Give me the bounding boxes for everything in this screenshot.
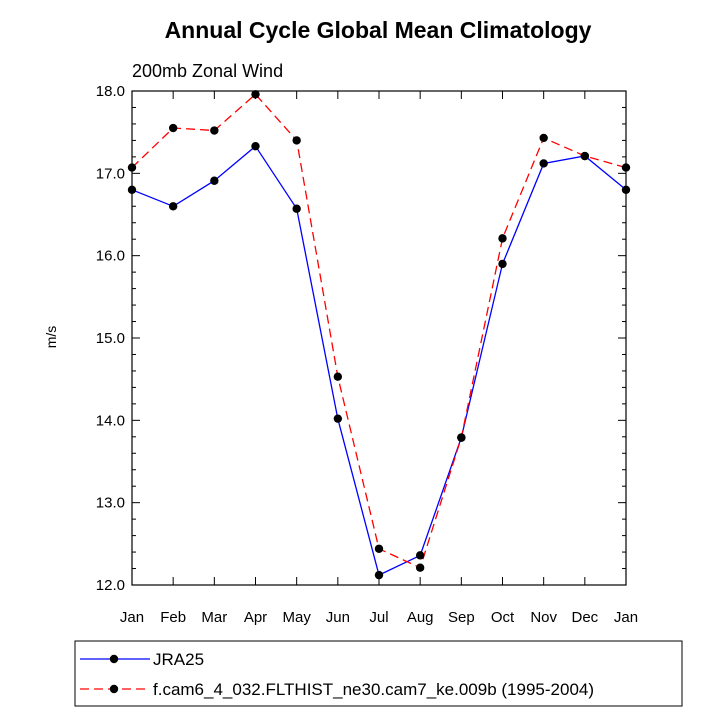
x-tick-label: Nov [530,609,557,626]
series-line-1 [131,93,627,569]
y-tick-label: 18.0 [96,83,125,100]
x-tick-label: Oct [491,609,515,626]
series-0-point [539,159,548,168]
legend-label-jra25: JRA25 [153,650,204,669]
x-tick-label: May [282,609,311,626]
legend-box [74,640,683,707]
chart-subtitle: 200mb Zonal Wind [132,61,283,81]
series-1-point [539,133,548,143]
y-tick-label: 12.0 [96,577,125,594]
series-1-point [127,163,137,172]
series-line-0 [131,145,627,577]
series-0-point [127,185,137,194]
series-0-point [168,202,178,211]
legend-entry-jra25: JRA25 [80,650,204,669]
series-0-point [498,259,507,269]
plot-frame [131,90,627,586]
y-tick-label: 13.0 [96,495,125,512]
legend-entry-cam: f.cam6_4_032.FLTHIST_ne30.cam7_ke.009b (… [80,680,594,699]
y-tick-label: 14.0 [96,412,125,429]
series-1-point [374,544,384,553]
series-0-point [621,185,631,194]
x-tick-label: Jun [326,609,350,626]
series-1-point [498,234,507,243]
legend-marker-jra25 [109,654,119,664]
x-tick-label: Jan [614,609,638,626]
x-tick-label: Jan [120,609,144,626]
series-1-point [457,433,466,442]
series-0-point [292,204,301,213]
series-0-point [251,141,260,151]
x-tick-label: Dec [571,609,598,626]
series-0-point [374,570,384,580]
x-tick-label: Jul [369,609,388,626]
x-tick-label: Sep [448,609,475,626]
series-1-point [415,563,425,572]
series-layer [127,90,631,580]
y-axis-label: m/s [43,326,59,349]
series-1-point [621,163,631,172]
y-tick-label: 16.0 [96,248,125,265]
series-0-point [333,414,343,423]
series-1-point [333,372,343,381]
x-tick-label: Apr [244,609,267,626]
series-1-point [210,126,219,135]
y-tick-label: 17.0 [96,165,125,182]
series-0-point [415,551,425,560]
series-1-point [168,123,178,133]
x-axis: Jan Feb Mar Apr May Jun Jul Aug Sep Oct Nov Dec Jan [120,91,638,626]
series-1-point [580,151,590,161]
x-tick-label: Feb [160,609,186,626]
y-axis: 12.0 13.0 14.0 15.0 16.0 17.0 18.0 [96,83,626,594]
legend-marker-cam [109,684,119,694]
series-0-point [210,176,219,185]
y-tick-label: 15.0 [96,330,125,347]
x-tick-label: Mar [201,609,227,626]
series-1-point [251,90,260,99]
series-1-point [292,136,301,145]
x-tick-label: Aug [407,609,434,626]
chart-title: Annual Cycle Global Mean Climatology [165,17,592,43]
legend-label-cam: f.cam6_4_032.FLTHIST_ne30.cam7_ke.009b (… [153,680,594,699]
